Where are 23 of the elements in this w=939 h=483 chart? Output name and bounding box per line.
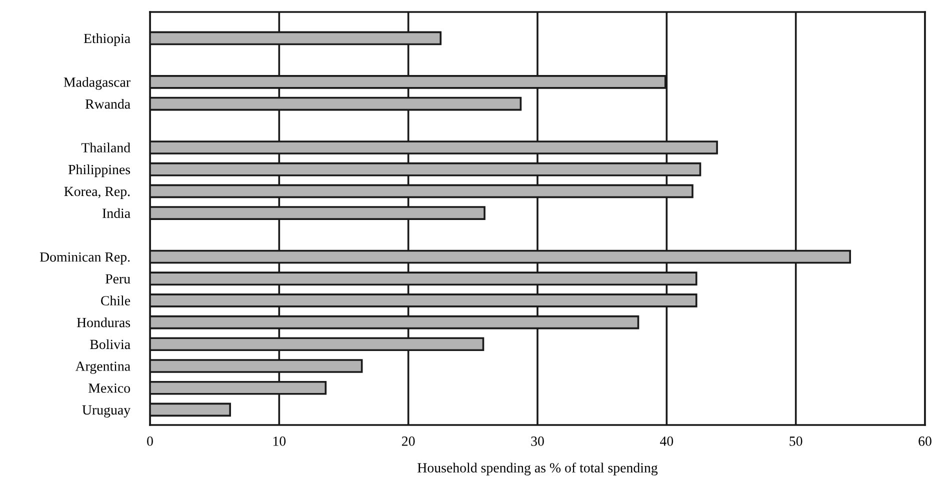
x-axis-title: Household spending as % of total spending xyxy=(418,462,658,476)
y-tick-label: Korea, Rep. xyxy=(64,186,130,199)
y-tick-label: Uruguay xyxy=(82,405,130,418)
y-tick-label: Argentina xyxy=(75,362,130,374)
y-tick-label: India xyxy=(102,208,130,218)
y-tick-label: Rwanda xyxy=(85,98,130,109)
x-tick-label: 60 xyxy=(918,436,932,446)
y-tick-label: Bolivia xyxy=(90,339,130,350)
y-tick-label: Chile xyxy=(101,296,130,306)
y-tick-label: Peru xyxy=(105,274,130,284)
x-tick-label: 10 xyxy=(273,436,286,446)
y-tick-label: Ethiopia xyxy=(84,33,130,46)
y-tick-label: Mexico xyxy=(88,383,130,393)
y-tick-label: Madagascar xyxy=(64,77,130,90)
x-tick-label: 50 xyxy=(790,436,802,446)
x-tick-label: 0 xyxy=(147,436,153,446)
x-tick-label: 40 xyxy=(660,436,674,446)
x-tick-label: 20 xyxy=(402,436,415,446)
y-tick-label: Dominican Rep. xyxy=(40,252,130,265)
x-tick-label: 30 xyxy=(531,436,544,446)
y-tick-label: Thailand xyxy=(81,142,130,152)
y-tick-label: Philippines xyxy=(68,164,130,178)
y-tick-label: Honduras xyxy=(76,317,130,328)
